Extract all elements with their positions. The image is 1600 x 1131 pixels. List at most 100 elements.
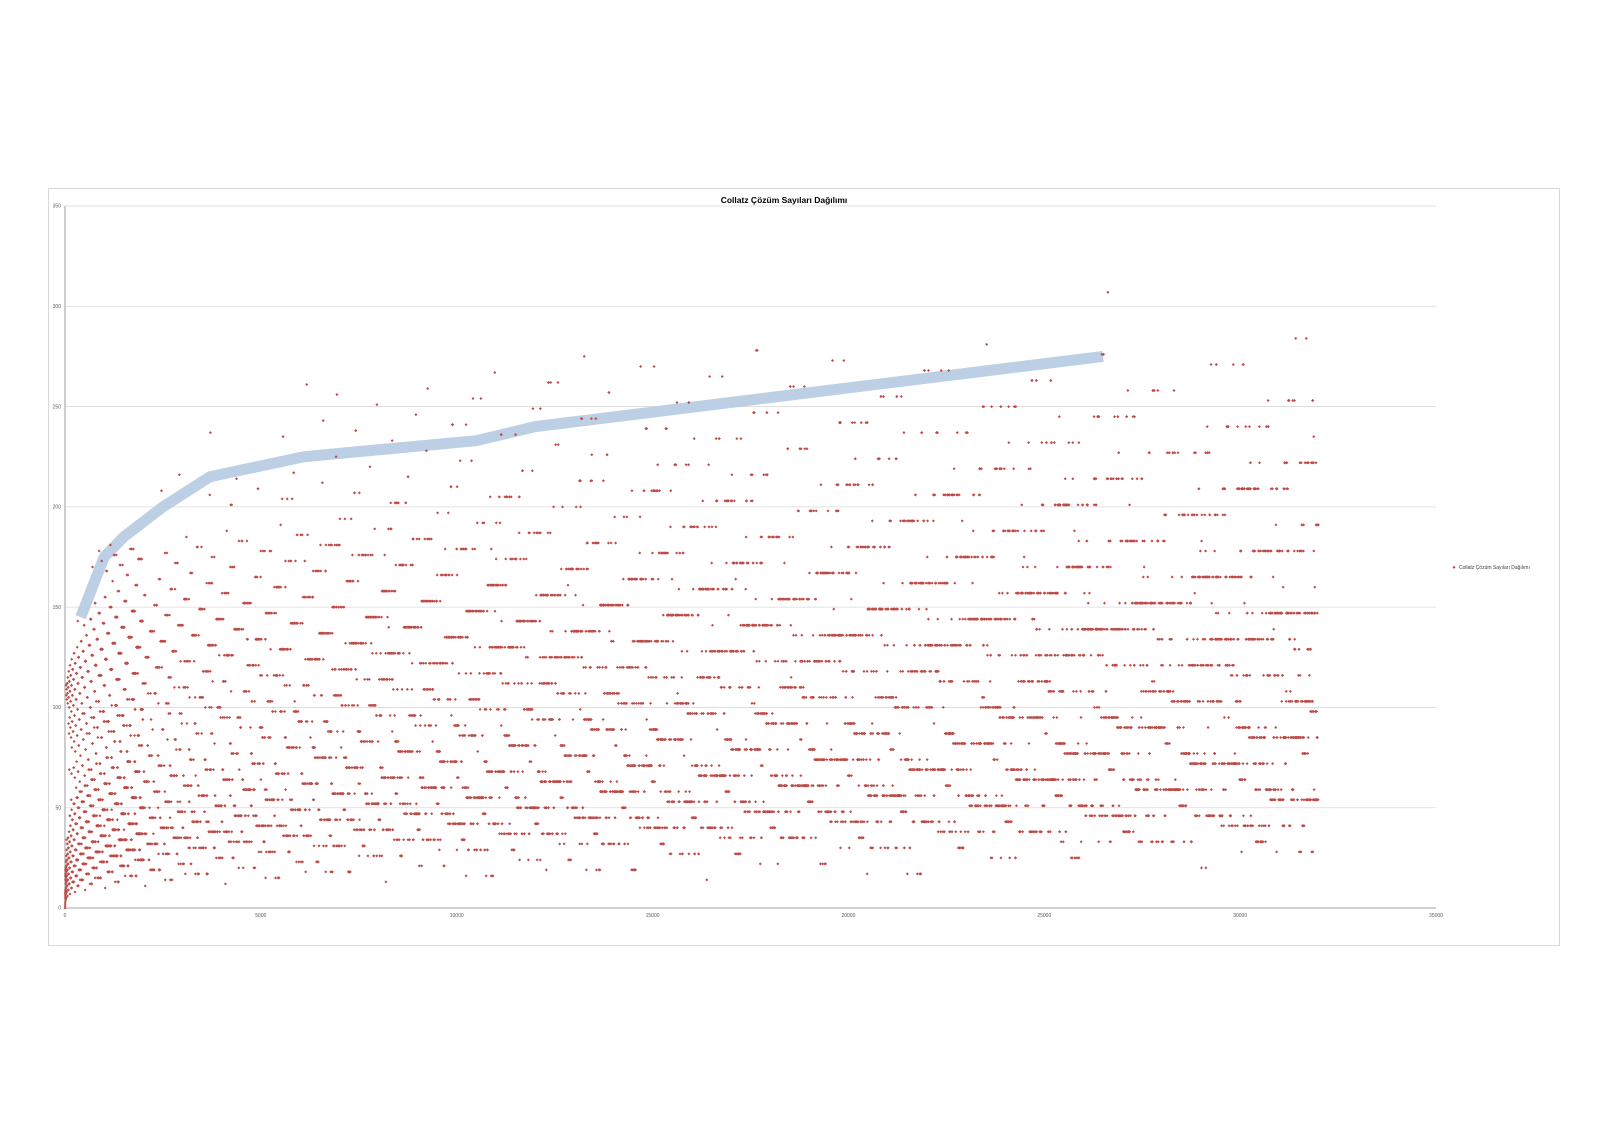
data-point — [277, 876, 281, 880]
data-point — [137, 734, 141, 738]
data-point — [141, 619, 145, 623]
data-point — [69, 860, 73, 864]
data-point — [237, 866, 241, 870]
data-point — [76, 707, 80, 711]
data-point — [479, 397, 483, 401]
data-point — [99, 824, 103, 828]
data-point — [173, 774, 177, 778]
data-point — [128, 760, 132, 764]
data-point — [66, 846, 70, 850]
data-point — [98, 611, 102, 615]
data-point — [143, 884, 147, 888]
data-point — [406, 776, 410, 780]
data-point — [85, 732, 89, 736]
data-point — [87, 872, 91, 876]
data-point — [285, 683, 289, 687]
data-point — [367, 677, 371, 681]
data-point — [168, 711, 172, 715]
data-point — [153, 816, 157, 820]
data-point — [524, 557, 528, 561]
data-point — [122, 828, 126, 832]
data-point — [187, 597, 191, 601]
data-point — [306, 533, 310, 537]
data-point — [208, 705, 212, 709]
data-point — [299, 621, 303, 625]
data-point — [357, 553, 361, 557]
data-point — [232, 840, 236, 844]
data-point — [183, 784, 187, 788]
data-point — [584, 868, 588, 872]
data-point — [93, 601, 97, 605]
data-point — [387, 625, 391, 629]
data-point — [88, 643, 92, 647]
data-point — [69, 834, 73, 838]
data-point — [107, 782, 111, 786]
data-point — [280, 497, 284, 501]
data-point — [78, 691, 82, 695]
data-point — [82, 852, 86, 856]
data-point — [84, 659, 88, 663]
data-point — [130, 635, 134, 639]
data-point — [222, 830, 226, 834]
data-point — [77, 717, 81, 721]
data-point — [520, 681, 524, 685]
data-point — [182, 659, 186, 663]
data-point — [91, 778, 95, 782]
data-point — [125, 697, 129, 701]
data-point — [236, 715, 240, 719]
data-point — [254, 663, 258, 667]
data-point — [204, 846, 208, 850]
data-point — [577, 691, 581, 695]
data-point — [152, 603, 156, 607]
data-point — [295, 533, 299, 537]
data-point — [304, 595, 308, 599]
data-point — [223, 715, 227, 719]
data-point — [208, 431, 212, 435]
data-point — [408, 838, 412, 842]
data-point — [391, 687, 395, 691]
data-point — [385, 615, 389, 619]
data-point — [146, 744, 150, 748]
data-point — [78, 754, 82, 758]
data-point — [500, 822, 504, 826]
data-point — [193, 820, 197, 824]
data-point — [244, 814, 248, 818]
data-point — [487, 822, 491, 826]
x-tick-label: 15000 — [646, 913, 660, 919]
data-point — [68, 689, 72, 693]
data-point — [445, 661, 449, 665]
x-tick-label: 20000 — [841, 913, 855, 919]
data-point — [583, 691, 587, 695]
data-point — [173, 587, 177, 591]
data-point — [286, 772, 290, 776]
data-point — [70, 693, 74, 697]
data-point — [209, 768, 213, 772]
data-point — [300, 621, 304, 625]
data-point — [296, 621, 300, 625]
data-point — [156, 754, 160, 758]
data-point — [111, 579, 115, 583]
data-point — [223, 679, 227, 683]
data-point — [89, 715, 93, 719]
data-point — [121, 713, 125, 717]
data-point — [76, 858, 80, 862]
data-point — [351, 579, 355, 583]
data-point — [419, 713, 423, 717]
data-point — [71, 667, 75, 671]
data-point — [466, 786, 470, 790]
data-point — [210, 581, 214, 585]
data-point — [418, 750, 422, 754]
data-point — [112, 553, 116, 557]
data-point — [140, 557, 144, 561]
data-point — [306, 595, 310, 599]
data-point — [324, 543, 328, 547]
data-point — [72, 880, 76, 884]
data-point — [391, 828, 395, 832]
data-point — [65, 868, 69, 872]
y-tick-label: 0 — [58, 906, 61, 912]
data-point — [485, 609, 489, 613]
data-point — [215, 830, 219, 834]
data-point — [70, 719, 74, 723]
data-point — [526, 681, 530, 685]
data-point — [455, 547, 459, 551]
